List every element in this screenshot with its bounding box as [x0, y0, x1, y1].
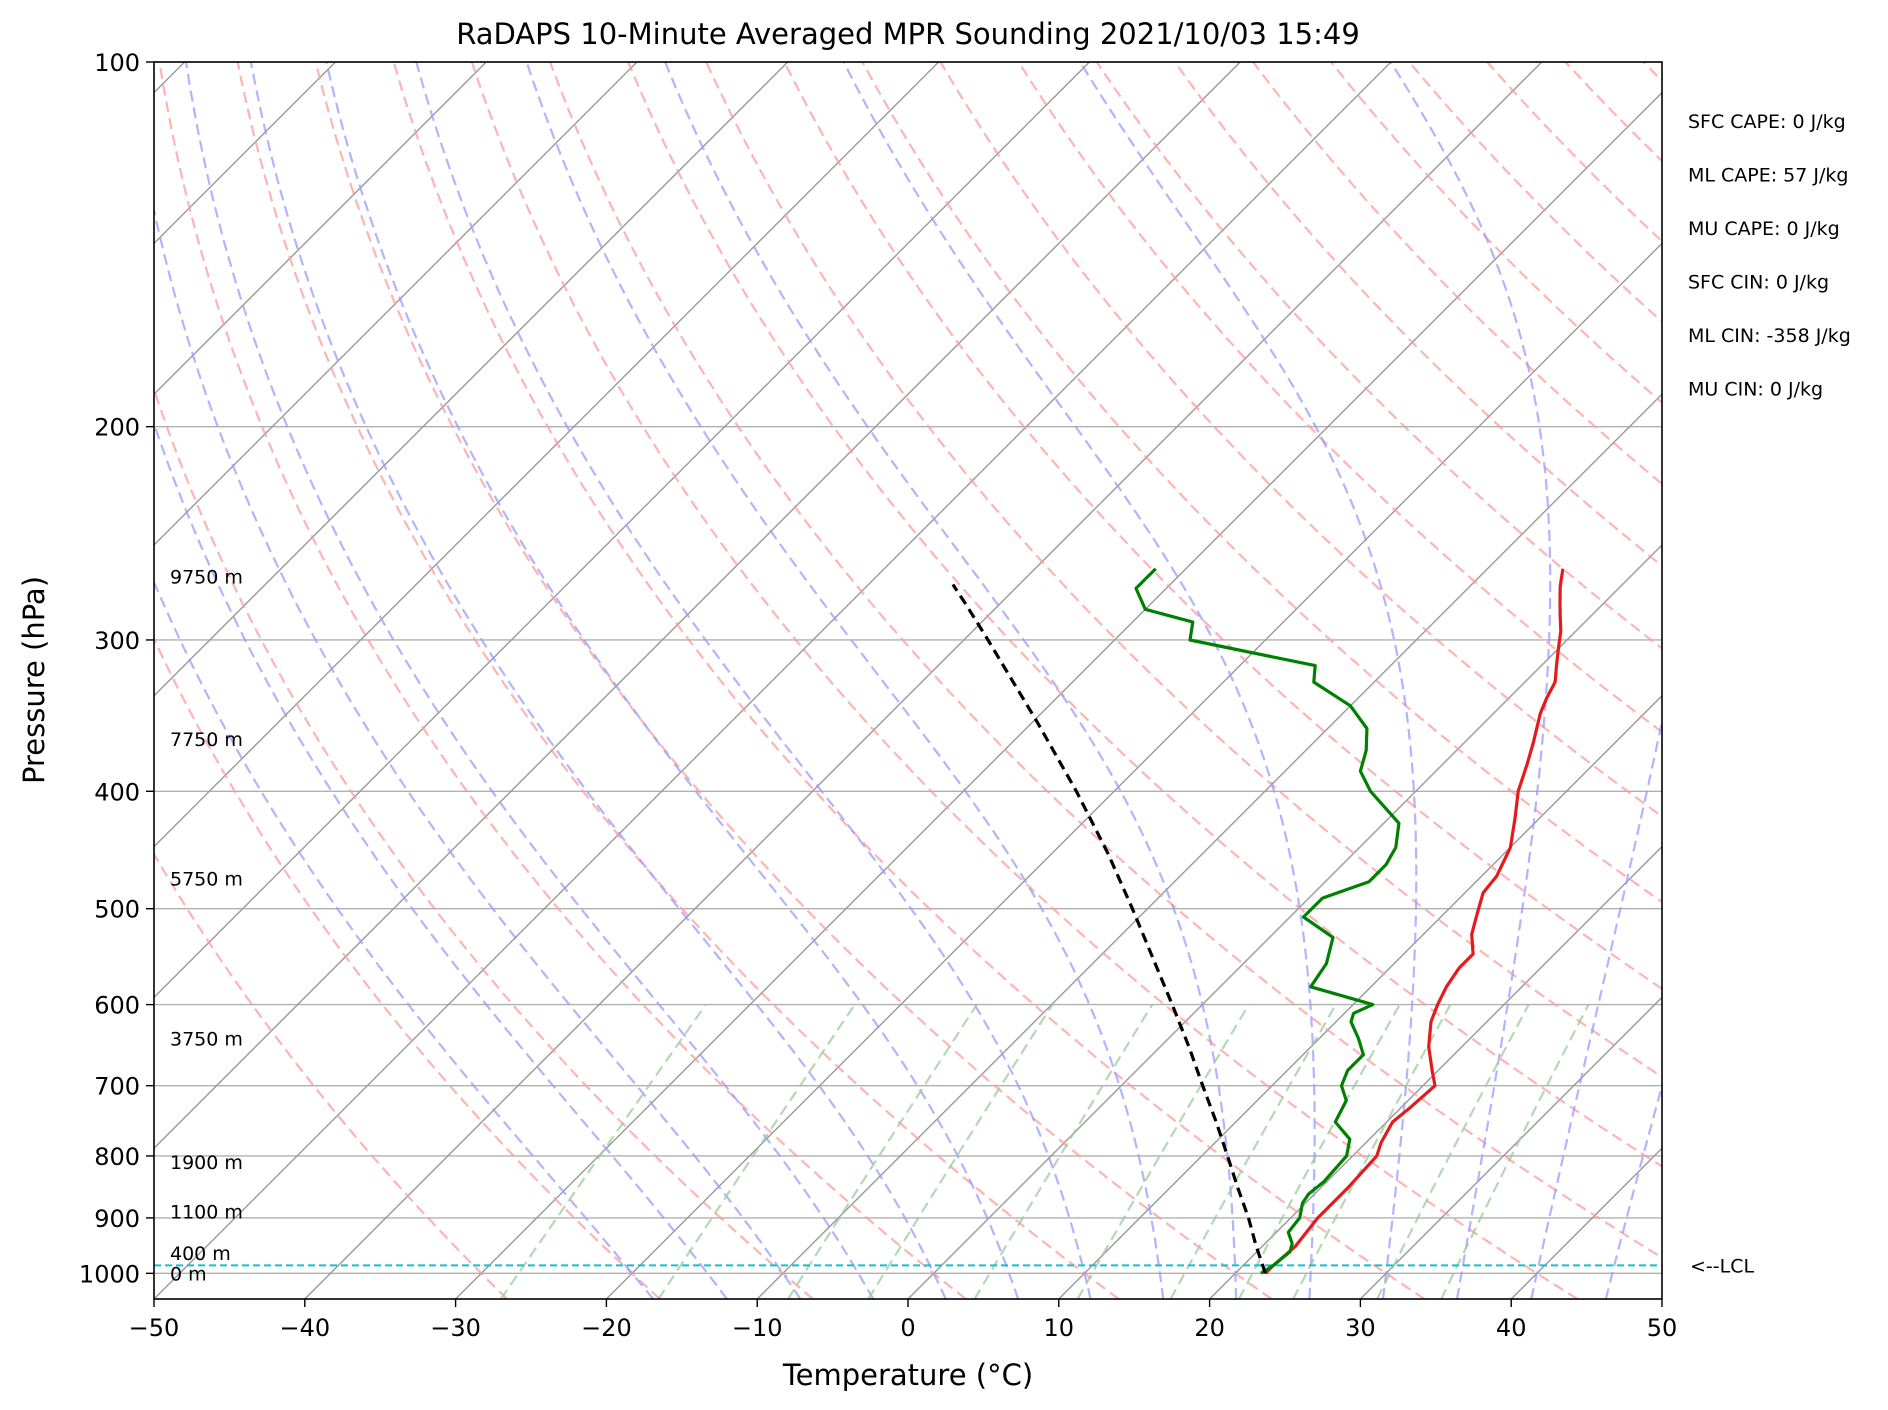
stability-index-label: ML CAPE: 57 J/kg — [1688, 165, 1848, 187]
x-tick-label: −40 — [279, 1314, 330, 1342]
height-label: 1100 m — [170, 1201, 243, 1223]
x-tick-label: 40 — [1496, 1314, 1527, 1342]
chart-title: RaDAPS 10-Minute Averaged MPR Sounding 2… — [456, 17, 1360, 51]
lcl-label: <--LCL — [1690, 1255, 1754, 1277]
y-tick-label: 600 — [94, 992, 140, 1020]
x-tick-label: 0 — [900, 1314, 915, 1342]
height-label: 9750 m — [170, 567, 243, 589]
x-axis-label: Temperature (°C) — [782, 1358, 1033, 1392]
y-tick-label: 200 — [94, 414, 140, 442]
x-tick-label: −10 — [732, 1314, 783, 1342]
stability-index-label: MU CIN: 0 J/kg — [1688, 379, 1823, 401]
x-tick-label: 30 — [1345, 1314, 1376, 1342]
x-tick-label: −20 — [581, 1314, 632, 1342]
y-tick-label: 700 — [94, 1073, 140, 1101]
stability-index-label: ML CIN: -358 J/kg — [1688, 325, 1851, 347]
y-tick-label: 800 — [94, 1143, 140, 1171]
y-tick-label: 500 — [94, 896, 140, 924]
height-label: 1900 m — [170, 1152, 243, 1174]
y-tick-label: 100 — [94, 49, 140, 77]
height-label: 5750 m — [170, 868, 243, 890]
x-tick-label: 10 — [1044, 1314, 1075, 1342]
y-tick-label: 300 — [94, 627, 140, 655]
y-tick-label: 1000 — [79, 1260, 140, 1288]
y-tick-label: 900 — [94, 1205, 140, 1233]
x-tick-label: 20 — [1194, 1314, 1225, 1342]
y-tick-label: 400 — [94, 778, 140, 806]
height-label: 400 m — [170, 1243, 231, 1265]
height-label: 0 m — [170, 1263, 207, 1285]
x-tick-label: −30 — [430, 1314, 481, 1342]
stability-index-label: SFC CAPE: 0 J/kg — [1688, 111, 1846, 133]
height-label: 7750 m — [170, 729, 243, 751]
stability-index-label: MU CAPE: 0 J/kg — [1688, 218, 1840, 240]
height-label: 3750 m — [170, 1029, 243, 1051]
y-axis-label: Pressure (hPa) — [17, 576, 51, 784]
stability-index-label: SFC CIN: 0 J/kg — [1688, 272, 1829, 294]
x-tick-label: −50 — [129, 1314, 180, 1342]
x-tick-label: 50 — [1647, 1314, 1678, 1342]
